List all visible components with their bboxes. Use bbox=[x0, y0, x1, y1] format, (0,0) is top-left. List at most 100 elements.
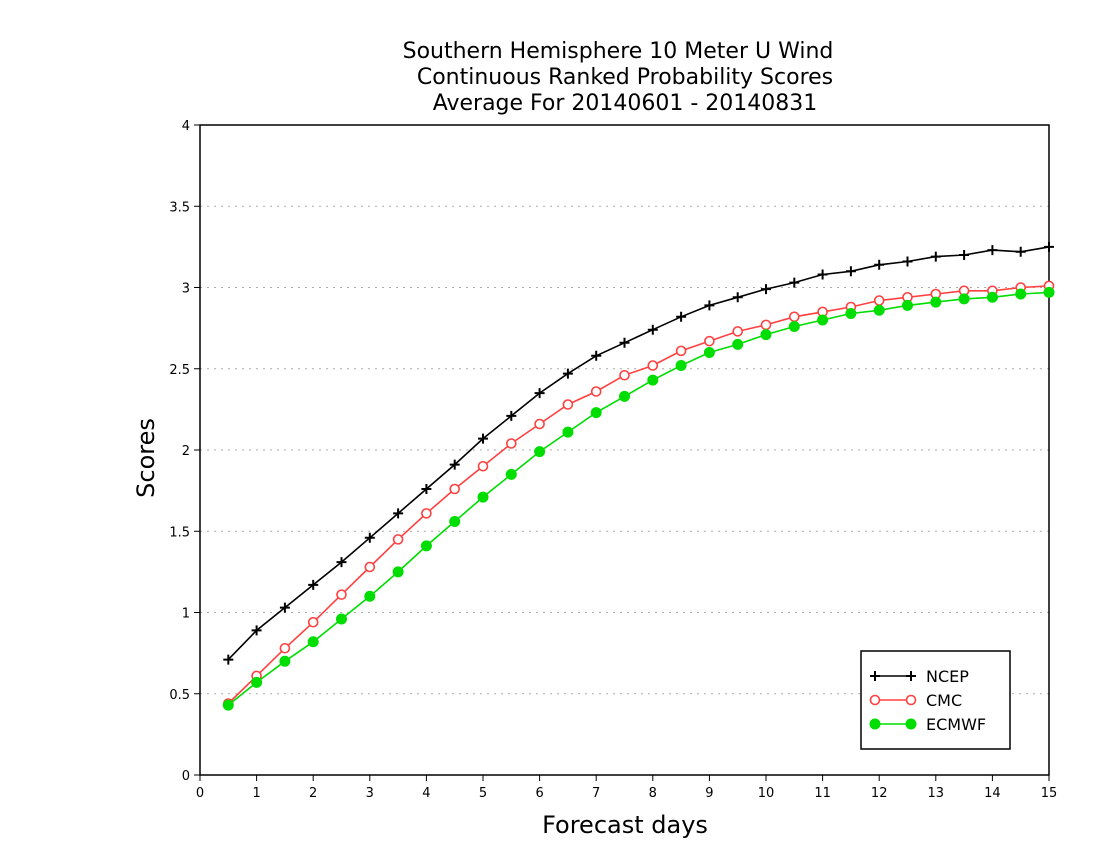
x-tick-label: 8 bbox=[649, 786, 657, 801]
y-tick-label: 4 bbox=[182, 119, 190, 134]
ecmwf-point bbox=[534, 446, 546, 458]
title-line-2: Continuous Ranked Probability Scores bbox=[417, 65, 833, 90]
legend-swatch-marker bbox=[906, 671, 916, 681]
cmc-point bbox=[364, 561, 376, 573]
x-tick-label: 10 bbox=[758, 786, 775, 801]
y-tick-label: 0 bbox=[182, 769, 190, 784]
x-tick-label: 5 bbox=[479, 786, 487, 801]
ncep-point bbox=[732, 292, 743, 303]
ecmwf-point bbox=[449, 516, 461, 527]
ecmwf-point bbox=[930, 296, 942, 308]
ncep-point bbox=[478, 433, 488, 444]
x-tick-label: 11 bbox=[814, 786, 831, 801]
legend-label-ecmwf: ECMWF bbox=[926, 715, 986, 734]
cmc-point bbox=[307, 616, 319, 628]
y-tick-label: 1 bbox=[182, 607, 190, 622]
ncep-point bbox=[1044, 241, 1054, 252]
chart-title: Southern Hemisphere 10 Meter U Wind Cont… bbox=[403, 39, 834, 116]
ecmwf-point bbox=[647, 374, 659, 386]
x-tick-label: 4 bbox=[422, 786, 430, 801]
legend-label-cmc: CMC bbox=[926, 691, 962, 710]
legend-label-ncep: NCEP bbox=[926, 667, 969, 686]
x-tick-label: 6 bbox=[535, 786, 543, 801]
ncep-point bbox=[336, 557, 347, 568]
cmc-point bbox=[505, 438, 517, 449]
ecmwf-point bbox=[986, 291, 998, 303]
ncep-point bbox=[534, 388, 545, 399]
legend-swatch-marker bbox=[905, 718, 917, 730]
ncep-point bbox=[279, 602, 290, 613]
ncep-point bbox=[1015, 246, 1026, 257]
legend-swatch-marker bbox=[905, 694, 917, 706]
ncep-point bbox=[251, 625, 262, 636]
ecmwf-point bbox=[817, 314, 829, 326]
ncep-point bbox=[223, 654, 234, 665]
ecmwf-point bbox=[675, 360, 687, 371]
ncep-point bbox=[817, 269, 828, 280]
ecmwf-point bbox=[364, 590, 376, 602]
ecmwf-point bbox=[420, 540, 432, 552]
cmc-point bbox=[590, 386, 602, 397]
x-tick-label: 15 bbox=[1041, 786, 1058, 801]
cmc-point bbox=[392, 534, 404, 545]
cmc-point bbox=[534, 418, 545, 430]
x-axis-label: Forecast days bbox=[542, 811, 708, 839]
cmc-series-line bbox=[227, 285, 1050, 705]
ncep-point bbox=[393, 508, 404, 519]
ncep-point bbox=[506, 410, 517, 421]
ecmwf-point bbox=[336, 613, 347, 625]
x-tick-label: 7 bbox=[592, 786, 600, 801]
cmc-point bbox=[873, 295, 885, 306]
y-tick-label: 3.5 bbox=[169, 200, 190, 215]
legend: NCEP CMC ECMWF bbox=[860, 650, 1011, 750]
x-tick-label: 3 bbox=[366, 786, 374, 801]
cmc-point bbox=[619, 369, 630, 381]
ecmwf-point bbox=[562, 426, 574, 438]
ncep-series-line bbox=[227, 246, 1050, 661]
cmc-point bbox=[449, 483, 461, 495]
x-tick-label: 12 bbox=[871, 786, 888, 801]
ecmwf-point bbox=[392, 566, 404, 578]
y-tick-label: 1.5 bbox=[169, 525, 190, 540]
cmc-point bbox=[477, 460, 489, 472]
title-line-3: Average For 20140601 - 20140831 bbox=[433, 91, 818, 116]
legend-swatch-marker bbox=[869, 694, 881, 706]
ecmwf-point bbox=[732, 338, 744, 350]
ncep-point bbox=[591, 350, 602, 361]
legend-swatch-marker bbox=[869, 718, 881, 730]
ecmwf-point bbox=[619, 390, 630, 402]
cmc-point bbox=[675, 345, 687, 357]
ecmwf-point bbox=[222, 699, 234, 711]
cmc-point bbox=[760, 319, 772, 331]
y-tick-label: 3 bbox=[182, 282, 190, 297]
legend-item-cmc: CMC bbox=[869, 691, 962, 710]
ecmwf-series-line bbox=[227, 291, 1050, 706]
ecmwf-point bbox=[845, 308, 857, 319]
ncep-point bbox=[874, 259, 885, 270]
x-tick-label: 9 bbox=[705, 786, 713, 801]
ecmwf-point bbox=[477, 491, 489, 503]
x-tick-label: 2 bbox=[309, 786, 317, 801]
ncep-point bbox=[647, 324, 658, 335]
y-tick-label: 0.5 bbox=[169, 688, 190, 703]
ecmwf-point bbox=[251, 676, 263, 688]
ncep-point bbox=[562, 368, 573, 379]
ecmwf-point bbox=[760, 329, 772, 341]
ncep-point bbox=[308, 579, 319, 590]
legend-swatch-marker bbox=[870, 671, 880, 681]
ncep-point bbox=[845, 266, 856, 277]
y-axis-label: Scores bbox=[132, 418, 160, 498]
x-tick-label: 1 bbox=[252, 786, 260, 801]
ecmwf-point bbox=[958, 293, 970, 305]
x-tick-label: 14 bbox=[984, 786, 1001, 801]
cmc-point bbox=[421, 508, 432, 519]
cmc-point bbox=[336, 589, 347, 600]
ncep-point bbox=[987, 245, 998, 256]
cmc-point bbox=[562, 399, 574, 410]
x-axis: 0 1 2 3 4 5 6 7 8 9 10 11 12 13 14 15 bbox=[196, 775, 1057, 801]
ecmwf-point bbox=[279, 655, 291, 667]
ecmwf-point bbox=[902, 299, 913, 311]
ecmwf-point bbox=[590, 407, 602, 419]
ncep-point bbox=[930, 251, 941, 262]
